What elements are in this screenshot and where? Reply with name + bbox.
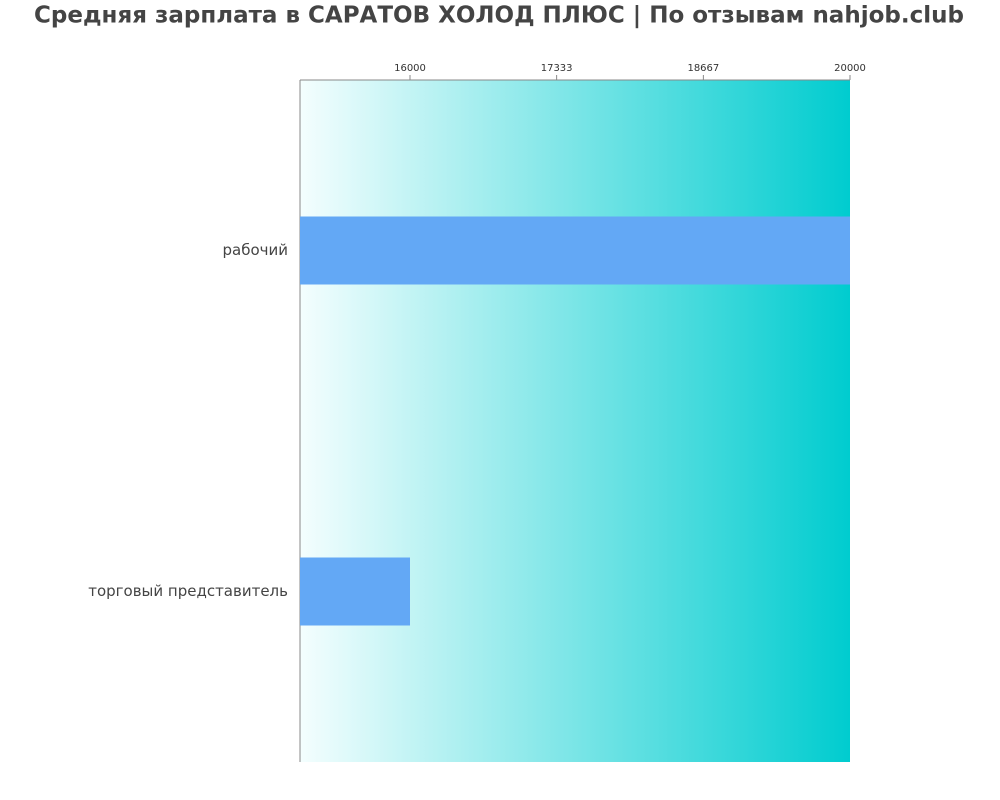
chart-title: Средняя зарплата в САРАТОВ ХОЛОД ПЛЮС | …: [34, 3, 964, 29]
x-tick-label: 18667: [687, 63, 719, 74]
x-tick-label: 20000: [834, 63, 866, 74]
bar: [300, 557, 410, 626]
bar: [300, 216, 850, 285]
plot-background: [300, 80, 850, 762]
y-tick-label: торговый представитель: [88, 582, 288, 600]
y-tick-label: рабочий: [222, 241, 288, 259]
x-tick-label: 17333: [541, 63, 573, 74]
x-tick-label: 16000: [394, 63, 426, 74]
